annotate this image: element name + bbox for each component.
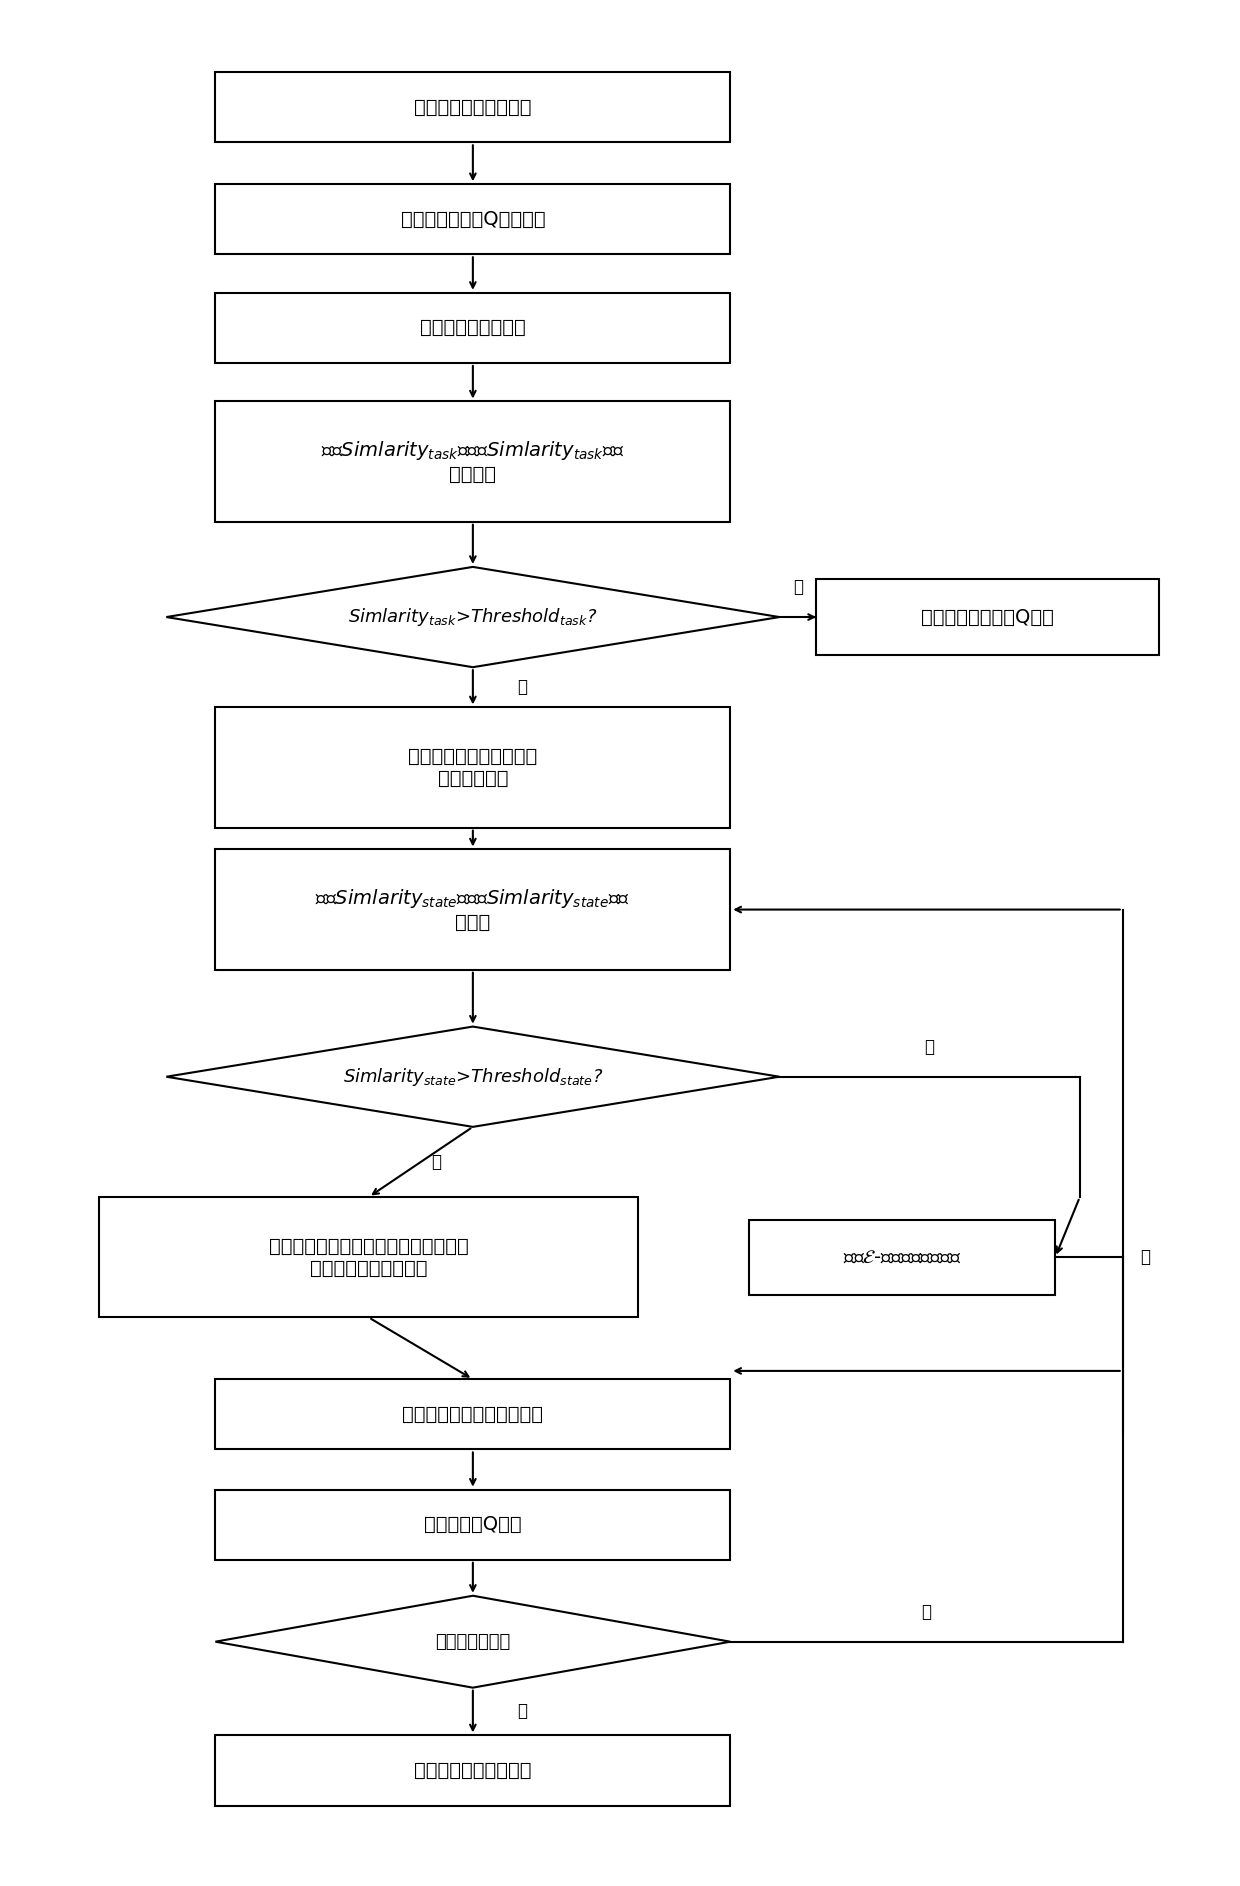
FancyBboxPatch shape (216, 185, 730, 255)
FancyBboxPatch shape (216, 72, 730, 141)
Text: 是: 是 (517, 679, 527, 696)
FancyBboxPatch shape (216, 1735, 730, 1805)
Text: 根据$\mathcal{E}$-贪心策略执行动作: 根据$\mathcal{E}$-贪心策略执行动作 (843, 1249, 961, 1267)
Text: 生产系统状态动作定义: 生产系统状态动作定义 (414, 98, 532, 117)
Polygon shape (166, 568, 780, 668)
Text: 计算$Simlarity_{task}$，选择$Simlarity_{task}$最大
的案例集: 计算$Simlarity_{task}$，选择$Simlarity_{task}… (321, 439, 625, 485)
Text: 是: 是 (432, 1152, 441, 1171)
Text: $Simlarity_{state}$>$Threshold_{state}$?: $Simlarity_{state}$>$Threshold_{state}$? (342, 1066, 603, 1088)
Text: 不能进行案例迁移Q学习: 不能进行案例迁移Q学习 (921, 607, 1054, 626)
Text: 是: 是 (517, 1703, 527, 1720)
Text: 否: 否 (925, 1037, 935, 1056)
Text: 更新状态和Q值表: 更新状态和Q值表 (424, 1514, 522, 1533)
Text: 否: 否 (921, 1603, 931, 1620)
FancyBboxPatch shape (216, 707, 730, 828)
Text: 否: 否 (1140, 1249, 1149, 1266)
FancyBboxPatch shape (216, 402, 730, 522)
Text: 生产系统调度的Q学习建模: 生产系统调度的Q学习建模 (401, 209, 546, 228)
FancyBboxPatch shape (749, 1220, 1055, 1296)
Text: 将案例建议的动作映射为目标任务的动
作，修正动作选择策略: 将案例建议的动作映射为目标任务的动 作，修正动作选择策略 (269, 1237, 469, 1277)
Polygon shape (166, 1026, 780, 1126)
Text: $Simlarity_{task}$>$Threshold_{task}$?: $Simlarity_{task}$>$Threshold_{task}$? (348, 605, 598, 628)
FancyBboxPatch shape (216, 849, 730, 969)
FancyBboxPatch shape (216, 1379, 730, 1450)
Text: 输出生产系统调度策略: 输出生产系统调度策略 (414, 1762, 532, 1780)
Text: 计算$Simlarity_{state}$，选择$Simlarity_{state}$最大
的案例: 计算$Simlarity_{state}$，选择$Simlarity_{stat… (315, 886, 630, 932)
FancyBboxPatch shape (816, 579, 1159, 654)
Text: 是否结束训练？: 是否结束训练？ (435, 1633, 511, 1650)
Text: 建立源任务与目标任务的
动作映射关系: 建立源任务与目标任务的 动作映射关系 (408, 747, 537, 788)
FancyBboxPatch shape (216, 292, 730, 362)
FancyBboxPatch shape (216, 1490, 730, 1560)
Text: 根据修正后的策略执行动作: 根据修正后的策略执行动作 (402, 1405, 543, 1424)
Polygon shape (216, 1596, 730, 1688)
Text: 否: 否 (792, 577, 802, 596)
Text: 建立生产调度案例库: 建立生产调度案例库 (420, 319, 526, 338)
FancyBboxPatch shape (99, 1198, 639, 1318)
